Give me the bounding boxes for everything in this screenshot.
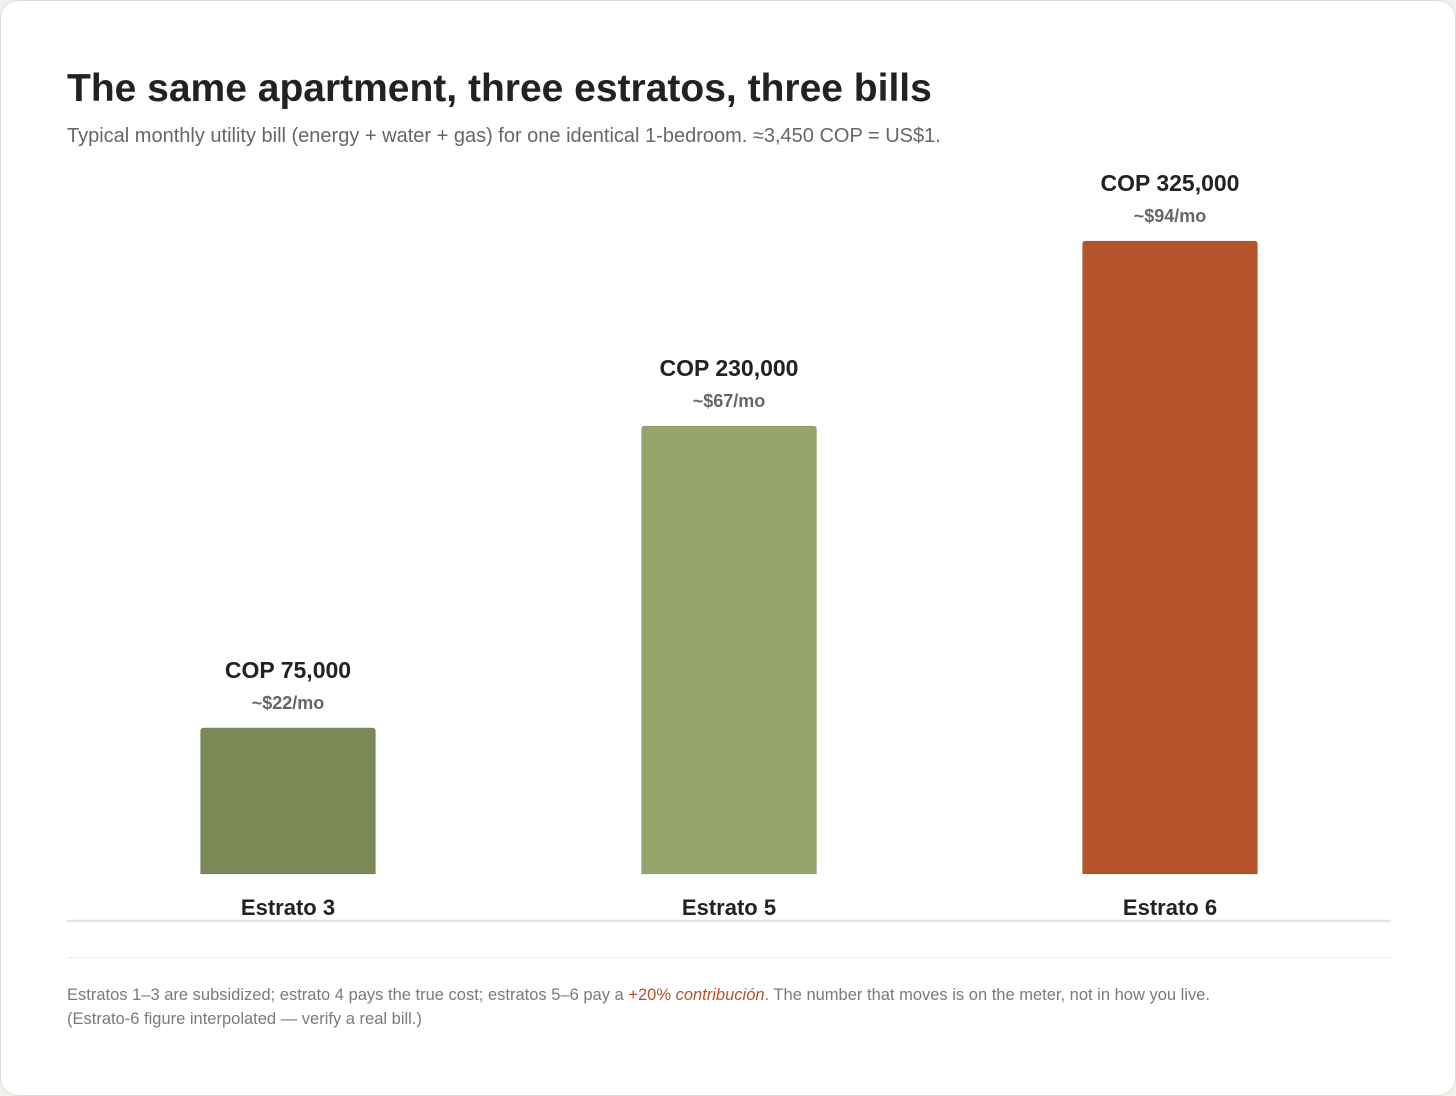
bar-chart: COP 75,000 ~$22/mo Estrato 3 COP 230,000 ~$6… — [67, 170, 1391, 923]
category-label: Estrato 5 — [682, 895, 776, 920]
category-label: Estrato 3 — [241, 895, 335, 920]
bar-value-label: COP 230,000 — [660, 355, 799, 381]
chart-subtitle: Typical monthly utility bill (energy + w… — [67, 125, 941, 147]
bar-value-label: COP 75,000 — [225, 657, 351, 683]
footer-divider — [67, 957, 1391, 958]
footnote-highlight-italic: contribución — [675, 986, 765, 1004]
bar-estrato-5 — [641, 425, 817, 875]
bar-usd-label: ~$22/mo — [252, 693, 325, 713]
footnote-highlight: +20% contribución — [628, 986, 764, 1004]
footnote: Estratos 1–3 are subsidized; estrato 4 p… — [67, 983, 1397, 1031]
category-label: Estrato 6 — [1123, 895, 1217, 920]
footnote-text: Estratos 1–3 are subsidized; estrato 4 p… — [67, 986, 629, 1004]
footnote-highlight-plain: +20% — [628, 986, 676, 1004]
bar-estrato-3 — [200, 727, 376, 875]
bar-estrato-6 — [1082, 240, 1258, 875]
bar-value-label: COP 325,000 — [1101, 170, 1240, 196]
chart-title: The same apartment, three estratos, thre… — [67, 67, 932, 110]
footnote-caveat: (Estrato-6 figure interpolated — verify … — [67, 1010, 422, 1028]
bar-usd-label: ~$94/mo — [1134, 206, 1207, 226]
footnote-text-end: . The number that moves is on the meter,… — [764, 986, 1210, 1004]
bar-usd-label: ~$67/mo — [693, 391, 766, 411]
